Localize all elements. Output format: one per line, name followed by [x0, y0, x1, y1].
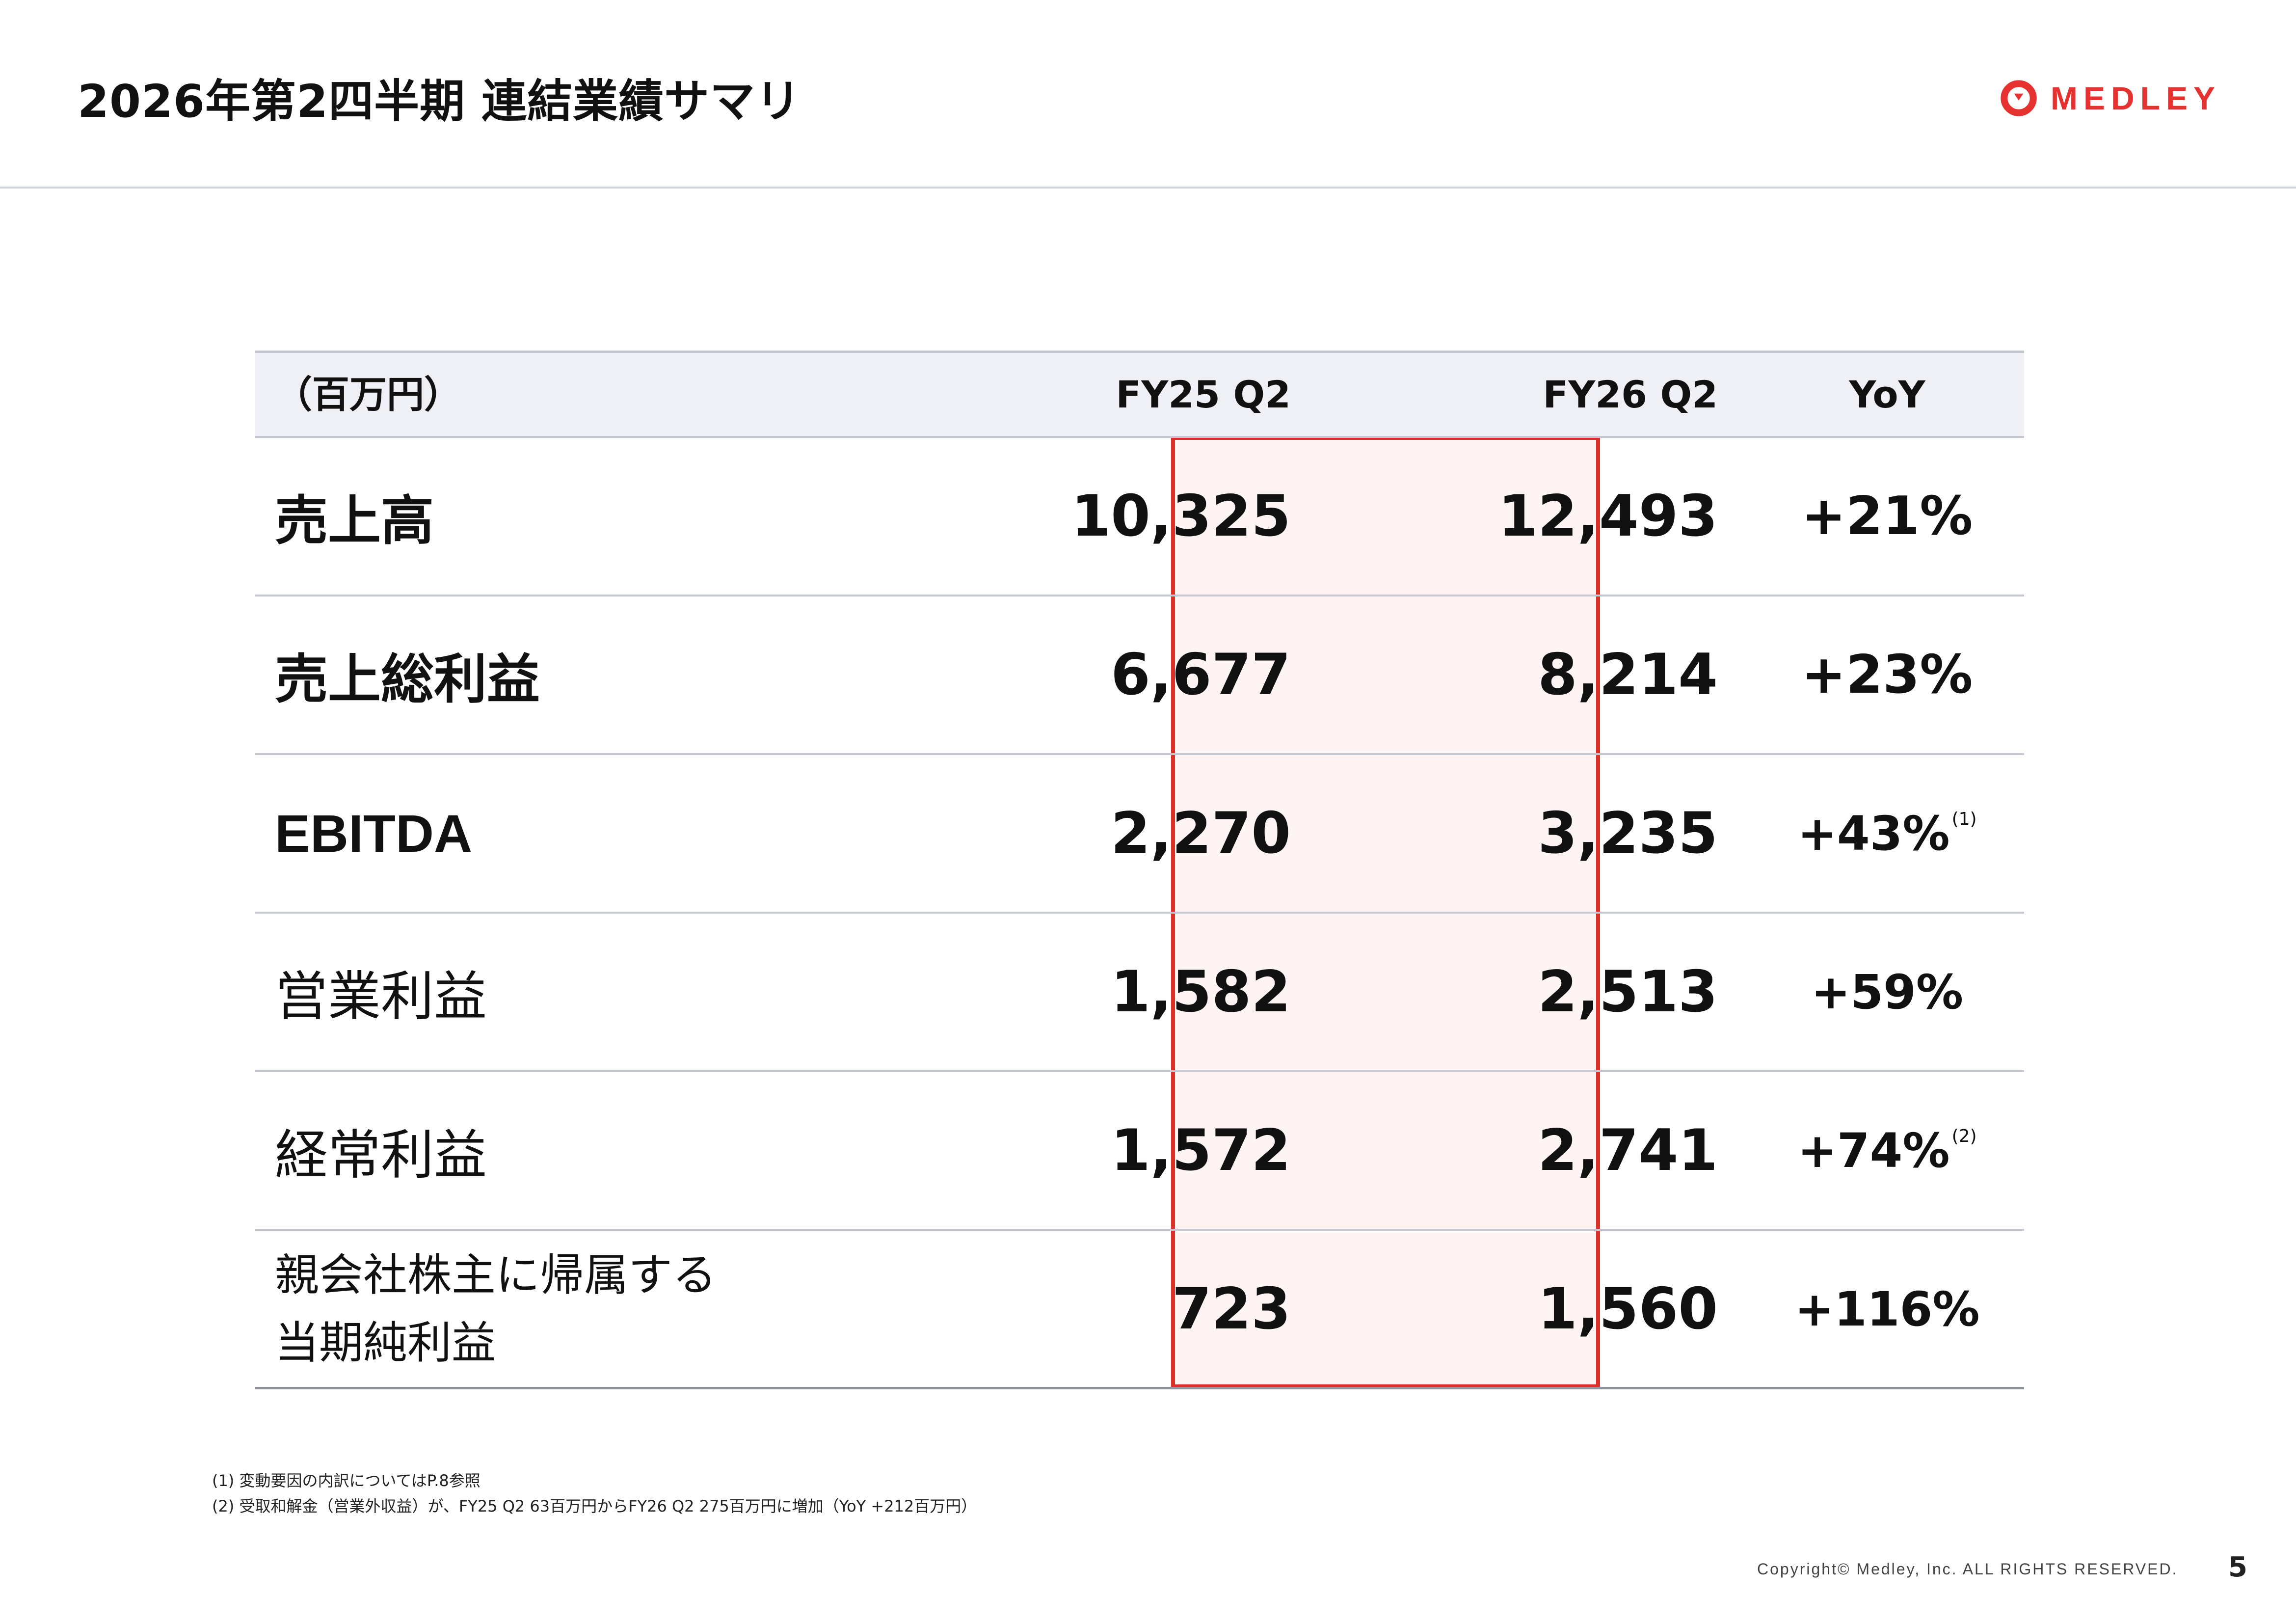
fy26-value: 2,741 — [1538, 1117, 1718, 1184]
footnote-2: (2) 受取和解金（営業外収益）が、FY25 Q2 63百万円からFY26 Q2… — [212, 1497, 977, 1516]
copyright: Copyright© Medley, Inc. ALL RIGHTS RESER… — [1757, 1560, 2178, 1578]
footnote-1: (1) 変動要因の内訳についてはP.8参照 — [212, 1471, 481, 1490]
yoy-value: +43% (1) — [1600, 755, 2174, 912]
fy25-value: 723 — [1172, 1276, 1291, 1342]
yoy-text: +21% — [1801, 486, 1973, 547]
row-label-line2: 当期純利益 — [275, 1317, 496, 1369]
table-row: 売上高 10,325 12,493 +21% — [255, 438, 2024, 596]
header-divider — [0, 187, 2296, 189]
yoy-text: +43% — [1797, 806, 1950, 861]
table-row: EBITDA 2,270 3,235 +43% (1) — [255, 755, 2024, 914]
footnotes: (1) 変動要因の内訳についてはP.8参照 (2) 受取和解金（営業外収益）が、… — [212, 1468, 977, 1519]
fy25-header: FY25 Q2 — [1116, 373, 1291, 416]
row-label-line1: 親会社株主に帰属する — [275, 1249, 717, 1301]
table-row: 売上総利益 6,677 8,214 +23% — [255, 596, 2024, 755]
footnote-ref: (1) — [1951, 809, 1977, 829]
medley-logo-icon — [2001, 80, 2037, 116]
fy26-value: 2,513 — [1538, 959, 1718, 1025]
row-label: 営業利益 — [275, 966, 487, 1028]
row-label: 売上高 — [275, 490, 434, 552]
fy26-value: 1,560 — [1538, 1276, 1718, 1342]
yoy-value: +74% (2) — [1600, 1072, 2174, 1229]
footnote-ref: (2) — [1951, 1126, 1977, 1146]
row-label: 親会社株主に帰属する 当期純利益 — [275, 1231, 815, 1387]
yoy-value: +59% — [1600, 914, 2174, 1070]
table-row: 営業利益 1,582 2,513 +59% — [255, 914, 2024, 1072]
unit-header: （百万円） — [275, 373, 461, 416]
company-logo: MEDLEY — [2000, 74, 2221, 123]
fy26-header: FY26 Q2 — [1543, 373, 1718, 416]
yoy-text: +74% — [1797, 1123, 1950, 1178]
fy26-value: 8,214 — [1538, 642, 1718, 708]
row-label: EBITDA — [275, 804, 472, 863]
table-row: 親会社株主に帰属する 当期純利益 723 1,560 +116% — [255, 1231, 2024, 1389]
yoy-value: +21% — [1600, 438, 2174, 595]
fy25-value: 2,270 — [1111, 800, 1291, 866]
yoy-text: +23% — [1801, 644, 1973, 705]
fy25-value: 1,572 — [1111, 1117, 1291, 1184]
table-row: 経常利益 1,572 2,741 +74% (2) — [255, 1072, 2024, 1231]
fy25-value: 1,582 — [1111, 959, 1291, 1025]
yoy-value: +116% — [1600, 1231, 2174, 1387]
row-label: 売上総利益 — [275, 649, 540, 710]
row-label: 経常利益 — [275, 1124, 487, 1186]
yoy-text: +116% — [1794, 1281, 1980, 1337]
results-table: （百万円） FY25 Q2 FY26 Q2 YoY 売上高 10,325 12,… — [255, 351, 2024, 1389]
page-number: 5 — [2228, 1551, 2247, 1583]
fy25-value: 10,325 — [1071, 483, 1291, 549]
yoy-value: +23% — [1600, 596, 2174, 753]
table-header: （百万円） FY25 Q2 FY26 Q2 YoY — [255, 351, 2024, 438]
fy26-value: 12,493 — [1498, 483, 1718, 549]
fy25-value: 6,677 — [1111, 642, 1291, 708]
yoy-header: YoY — [1849, 373, 1925, 416]
logo-text: MEDLEY — [2051, 80, 2221, 116]
yoy-text: +59% — [1811, 964, 1964, 1020]
page-title: 2026年第2四半期 連結業績サマリ — [78, 75, 801, 128]
fy26-value: 3,235 — [1538, 800, 1718, 866]
